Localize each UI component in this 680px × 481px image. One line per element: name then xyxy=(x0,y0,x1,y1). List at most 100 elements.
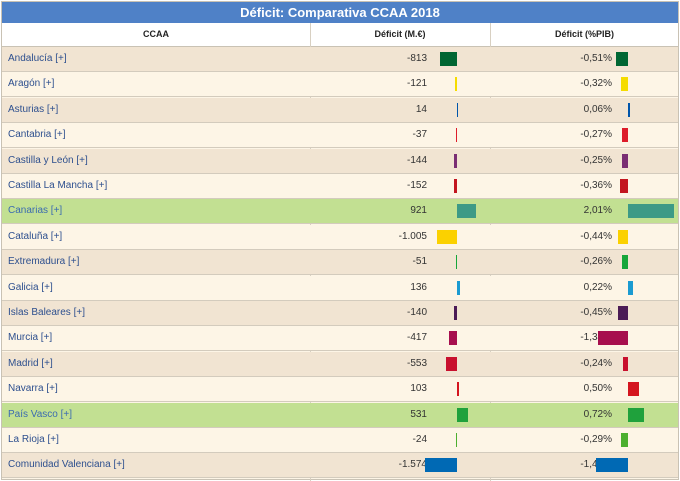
deficit-value: -417 xyxy=(406,332,427,344)
region-link[interactable]: Comunidad Valenciana [+] xyxy=(8,459,125,471)
deficit-bar xyxy=(457,407,468,422)
pib-bar xyxy=(597,331,628,346)
deficit-value: -152 xyxy=(406,180,427,191)
deficit-value: 531 xyxy=(410,408,427,420)
pib-value: 2,01% xyxy=(583,205,612,217)
region-link[interactable]: Cataluña [+] xyxy=(8,230,63,242)
column-header-ccaa[interactable]: CCAA xyxy=(143,29,169,39)
pib-bar xyxy=(622,153,628,168)
deficit-value: -121 xyxy=(406,78,427,90)
pib-bar xyxy=(628,102,630,117)
deficit-value: -24 xyxy=(412,434,427,445)
deficit-bar xyxy=(436,229,457,244)
table-row: Asturias [+] 14 0,06% xyxy=(2,97,678,123)
deficit-bar xyxy=(454,77,457,92)
pib-value: -0,26% xyxy=(580,256,612,268)
deficit-bar xyxy=(457,382,460,397)
pib-bar xyxy=(618,229,628,244)
deficit-bar xyxy=(445,356,457,371)
deficit-value: -37 xyxy=(412,129,427,141)
table-row: Madrid [+] -553 -0,24% xyxy=(2,351,678,377)
table-row: Castilla La Mancha [+] -152 -0,36% xyxy=(2,174,678,199)
column-header-deficit[interactable]: Déficit (M.€) xyxy=(374,29,426,39)
pib-value: 0,50% xyxy=(583,383,612,395)
table-row: Cantabria [+] -37 -0,27% xyxy=(2,123,678,149)
region-link[interactable]: País Vasco [+] xyxy=(8,408,73,420)
region-link[interactable]: Galicia [+] xyxy=(8,281,53,293)
region-link[interactable]: La Rioja [+] xyxy=(8,434,59,445)
table-row: Galicia [+] 136 0,22% xyxy=(2,275,678,301)
region-link[interactable]: Madrid [+] xyxy=(8,357,53,369)
pib-value: -0,36% xyxy=(580,180,612,191)
deficit-value: -51 xyxy=(412,256,427,268)
deficit-bar xyxy=(457,204,476,219)
deficit-bar xyxy=(454,153,457,168)
region-link[interactable]: Murcia [+] xyxy=(8,332,53,344)
pib-value: -1,34% xyxy=(580,332,612,344)
deficit-value: -140 xyxy=(406,307,427,318)
pib-bar xyxy=(596,458,628,473)
pib-bar xyxy=(628,204,674,219)
pib-value: 0,06% xyxy=(583,103,612,115)
pib-bar xyxy=(619,179,628,193)
region-link[interactable]: Islas Baleares [+] xyxy=(8,307,85,318)
pib-value: -0,24% xyxy=(580,357,612,369)
column-header-pib[interactable]: Déficit (%PIB) xyxy=(554,29,614,39)
table-row: Murcia [+] -417 -1,34% xyxy=(2,326,678,352)
deficit-bar xyxy=(425,458,457,473)
table-row: País Vasco [+] 531 0,72% xyxy=(2,402,678,428)
deficit-value: -1.005 xyxy=(398,230,427,242)
deficit-bar xyxy=(454,306,457,320)
deficit-bar xyxy=(440,52,457,66)
table-row: Navarra [+] 103 0,50% xyxy=(2,377,678,403)
deficit-value: 136 xyxy=(410,281,427,293)
deficit-bar xyxy=(455,128,457,143)
pib-bar xyxy=(620,77,628,92)
region-link[interactable]: Cantabria [+] xyxy=(8,129,66,141)
table-row: Castilla y León [+] -144 -0,25% xyxy=(2,148,678,174)
chart-title: Déficit: Comparativa CCAA 2018 xyxy=(2,2,678,23)
table-row: Andalucía [+] -813 -0,51% xyxy=(2,47,678,72)
table-header: CCAA Déficit (M.€) Déficit (%PIB) xyxy=(2,23,678,47)
deficit-value: 921 xyxy=(410,205,427,217)
pib-value: 0,72% xyxy=(583,408,612,420)
pib-bar xyxy=(617,306,628,320)
pib-value: -0,27% xyxy=(580,129,612,141)
region-link[interactable]: Castilla La Mancha [+] xyxy=(8,180,108,191)
deficit-value: 103 xyxy=(410,383,427,395)
pib-value: 0,22% xyxy=(583,281,612,293)
table-row: Cataluña [+] -1.005 -0,44% xyxy=(2,224,678,250)
pib-value: -0,45% xyxy=(580,307,612,318)
deficit-bar xyxy=(455,255,457,270)
region-link[interactable]: Andalucía [+] xyxy=(8,53,67,64)
table-row: Islas Baleares [+] -140 -0,45% xyxy=(2,301,678,326)
pib-bar xyxy=(628,280,633,295)
deficit-value: -1.574 xyxy=(398,459,427,471)
pib-bar xyxy=(628,382,640,397)
table-row: Canarias [+] 921 2,01% xyxy=(2,199,678,225)
pib-bar xyxy=(622,356,628,371)
region-link[interactable]: Asturias [+] xyxy=(8,103,59,115)
region-link[interactable]: Aragón [+] xyxy=(8,78,55,90)
region-link[interactable]: Castilla y León [+] xyxy=(8,154,88,166)
deficit-value: -813 xyxy=(406,53,427,64)
region-link[interactable]: Navarra [+] xyxy=(8,383,58,395)
pib-bar xyxy=(621,128,628,143)
table-row: Comunidad Valenciana [+]-1.574-1,41% xyxy=(2,453,678,479)
pib-value: -0,51% xyxy=(580,53,612,64)
table-row: Aragón [+] -121 -0,32% xyxy=(2,72,678,98)
deficit-bar xyxy=(455,433,457,447)
pib-bar xyxy=(621,433,628,447)
deficit-bar xyxy=(448,331,457,346)
pib-value: -0,25% xyxy=(580,154,612,166)
region-link[interactable]: Extremadura [+] xyxy=(8,256,80,268)
region-link[interactable]: Canarias [+] xyxy=(8,205,63,217)
deficit-bar xyxy=(457,280,460,295)
deficit-value: -144 xyxy=(406,154,427,166)
pib-bar xyxy=(628,407,645,422)
deficit-bar xyxy=(457,102,459,117)
deficit-value: -553 xyxy=(406,357,427,369)
deficit-bar xyxy=(453,179,457,193)
pib-bar xyxy=(616,52,628,66)
